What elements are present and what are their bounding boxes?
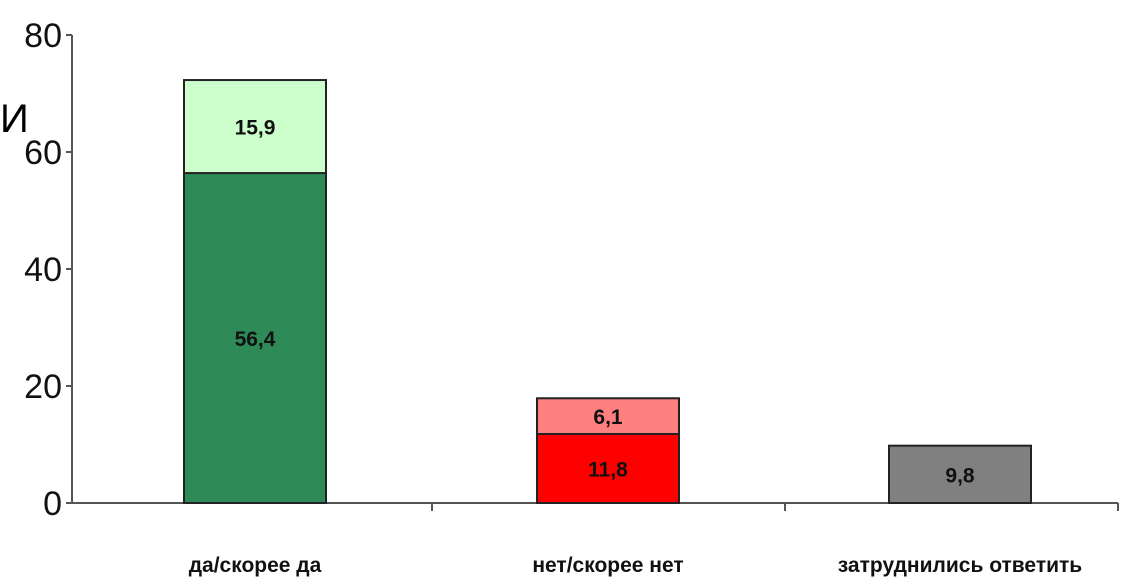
bar-value-label: 11,8 (588, 458, 628, 481)
bar-value-label: 9,8 (945, 464, 975, 487)
bar-segment (888, 444, 1032, 505)
x-category-label: затруднились ответить (838, 554, 1083, 577)
y-tick-label: 80 (24, 17, 62, 55)
bar-value-label: 6,1 (593, 406, 623, 429)
y-tick-label: 20 (24, 368, 62, 406)
bars (183, 79, 1032, 505)
bar-segment (536, 432, 680, 504)
x-category-label: нет/скорее нет (532, 554, 683, 577)
stray-letter: И (0, 97, 29, 141)
labels: 56,4 15,9 да/скорее да 11,8 6,1 нет/скорее не… (189, 117, 1083, 577)
bar-segment (183, 79, 327, 175)
y-tick-label: 40 (24, 251, 62, 289)
x-category-label: да/скорее да (189, 554, 322, 577)
y-tick-label: 0 (43, 485, 62, 523)
y-tick-label: 60 (24, 134, 62, 172)
bar-value-label: 15,9 (235, 117, 276, 140)
bar-segment (536, 397, 680, 435)
bar-value-label: 56,4 (235, 328, 276, 351)
